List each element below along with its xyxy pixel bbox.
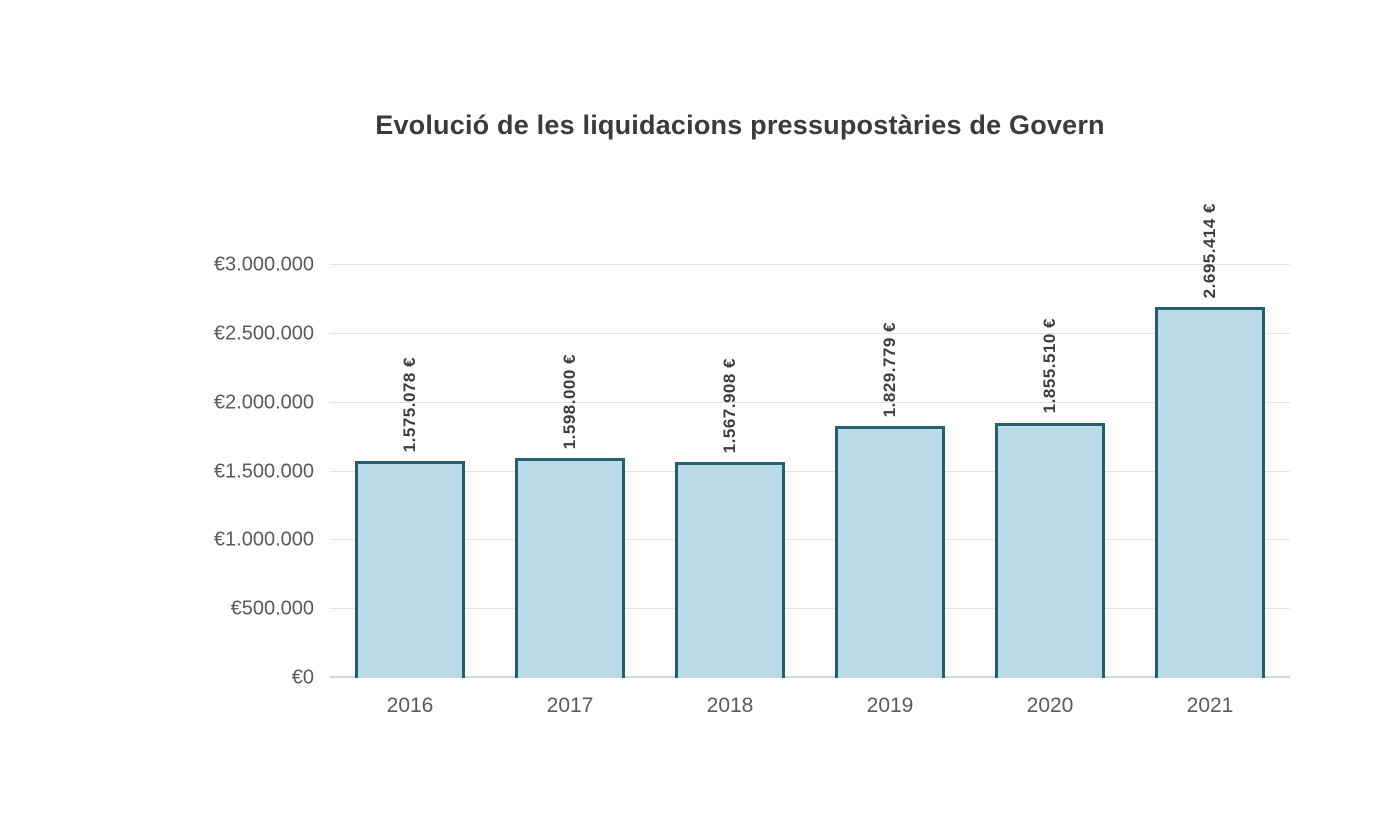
y-tick-label: €1.000.000	[213, 528, 314, 551]
gridline	[330, 608, 1290, 610]
bar-2020	[995, 422, 1105, 678]
bar-slot: 1.567.908 € 2018	[650, 265, 810, 717]
x-tick-label: 2016	[386, 694, 434, 717]
bar-slot: 1.598.000 € 2017	[490, 265, 650, 717]
gridline	[330, 470, 1290, 472]
bar-2016	[355, 461, 465, 678]
gridline	[330, 264, 1290, 265]
bar-slot: 2.695.414 € 2021	[1130, 203, 1290, 717]
plot-area: €0 €500.000 €1.000.000 €1.500.000 €2.000.000…	[214, 203, 1290, 717]
bar-2019	[835, 426, 945, 678]
bar-2018	[675, 462, 785, 678]
bar-slot: 1.575.078 € 2016	[330, 265, 490, 717]
bar-2021	[1155, 306, 1265, 678]
bar-2017	[515, 458, 625, 678]
y-tick-label: €2.000.000	[213, 391, 314, 414]
y-tick-label: €2.500.000	[213, 322, 314, 345]
x-tick-label: 2020	[1026, 694, 1074, 717]
gridline	[330, 401, 1290, 403]
bar-value-label: 1.567.908 €	[720, 357, 739, 454]
bar-slot: 1.855.510 € 2020	[970, 265, 1130, 717]
x-tick-label: 2019	[866, 694, 914, 717]
chart-title: Evolució de les liquidacions pressupostà…	[375, 110, 1105, 140]
gridline	[330, 332, 1290, 334]
y-tick-label: €500.000	[230, 597, 314, 620]
gridline	[330, 539, 1290, 541]
x-axis-baseline	[330, 676, 1290, 678]
bar-value-label: 1.575.078 €	[400, 356, 419, 453]
y-tick-label: €0	[291, 666, 314, 689]
x-tick-label: 2017	[546, 694, 594, 717]
x-tick-label: 2021	[1186, 694, 1234, 717]
bar-slot: 1.829.779 € 2019	[810, 265, 970, 717]
bar-value-label: 2.695.414 €	[1200, 202, 1219, 298]
bar-value-label: 1.829.779 €	[880, 321, 899, 418]
y-tick-label: €3.000.000	[213, 253, 314, 276]
bar-value-label: 1.598.000 €	[560, 353, 579, 450]
bar-value-label: 1.855.510 €	[1040, 318, 1059, 414]
x-tick-label: 2018	[706, 694, 754, 717]
y-tick-label: €1.500.000	[213, 460, 314, 482]
